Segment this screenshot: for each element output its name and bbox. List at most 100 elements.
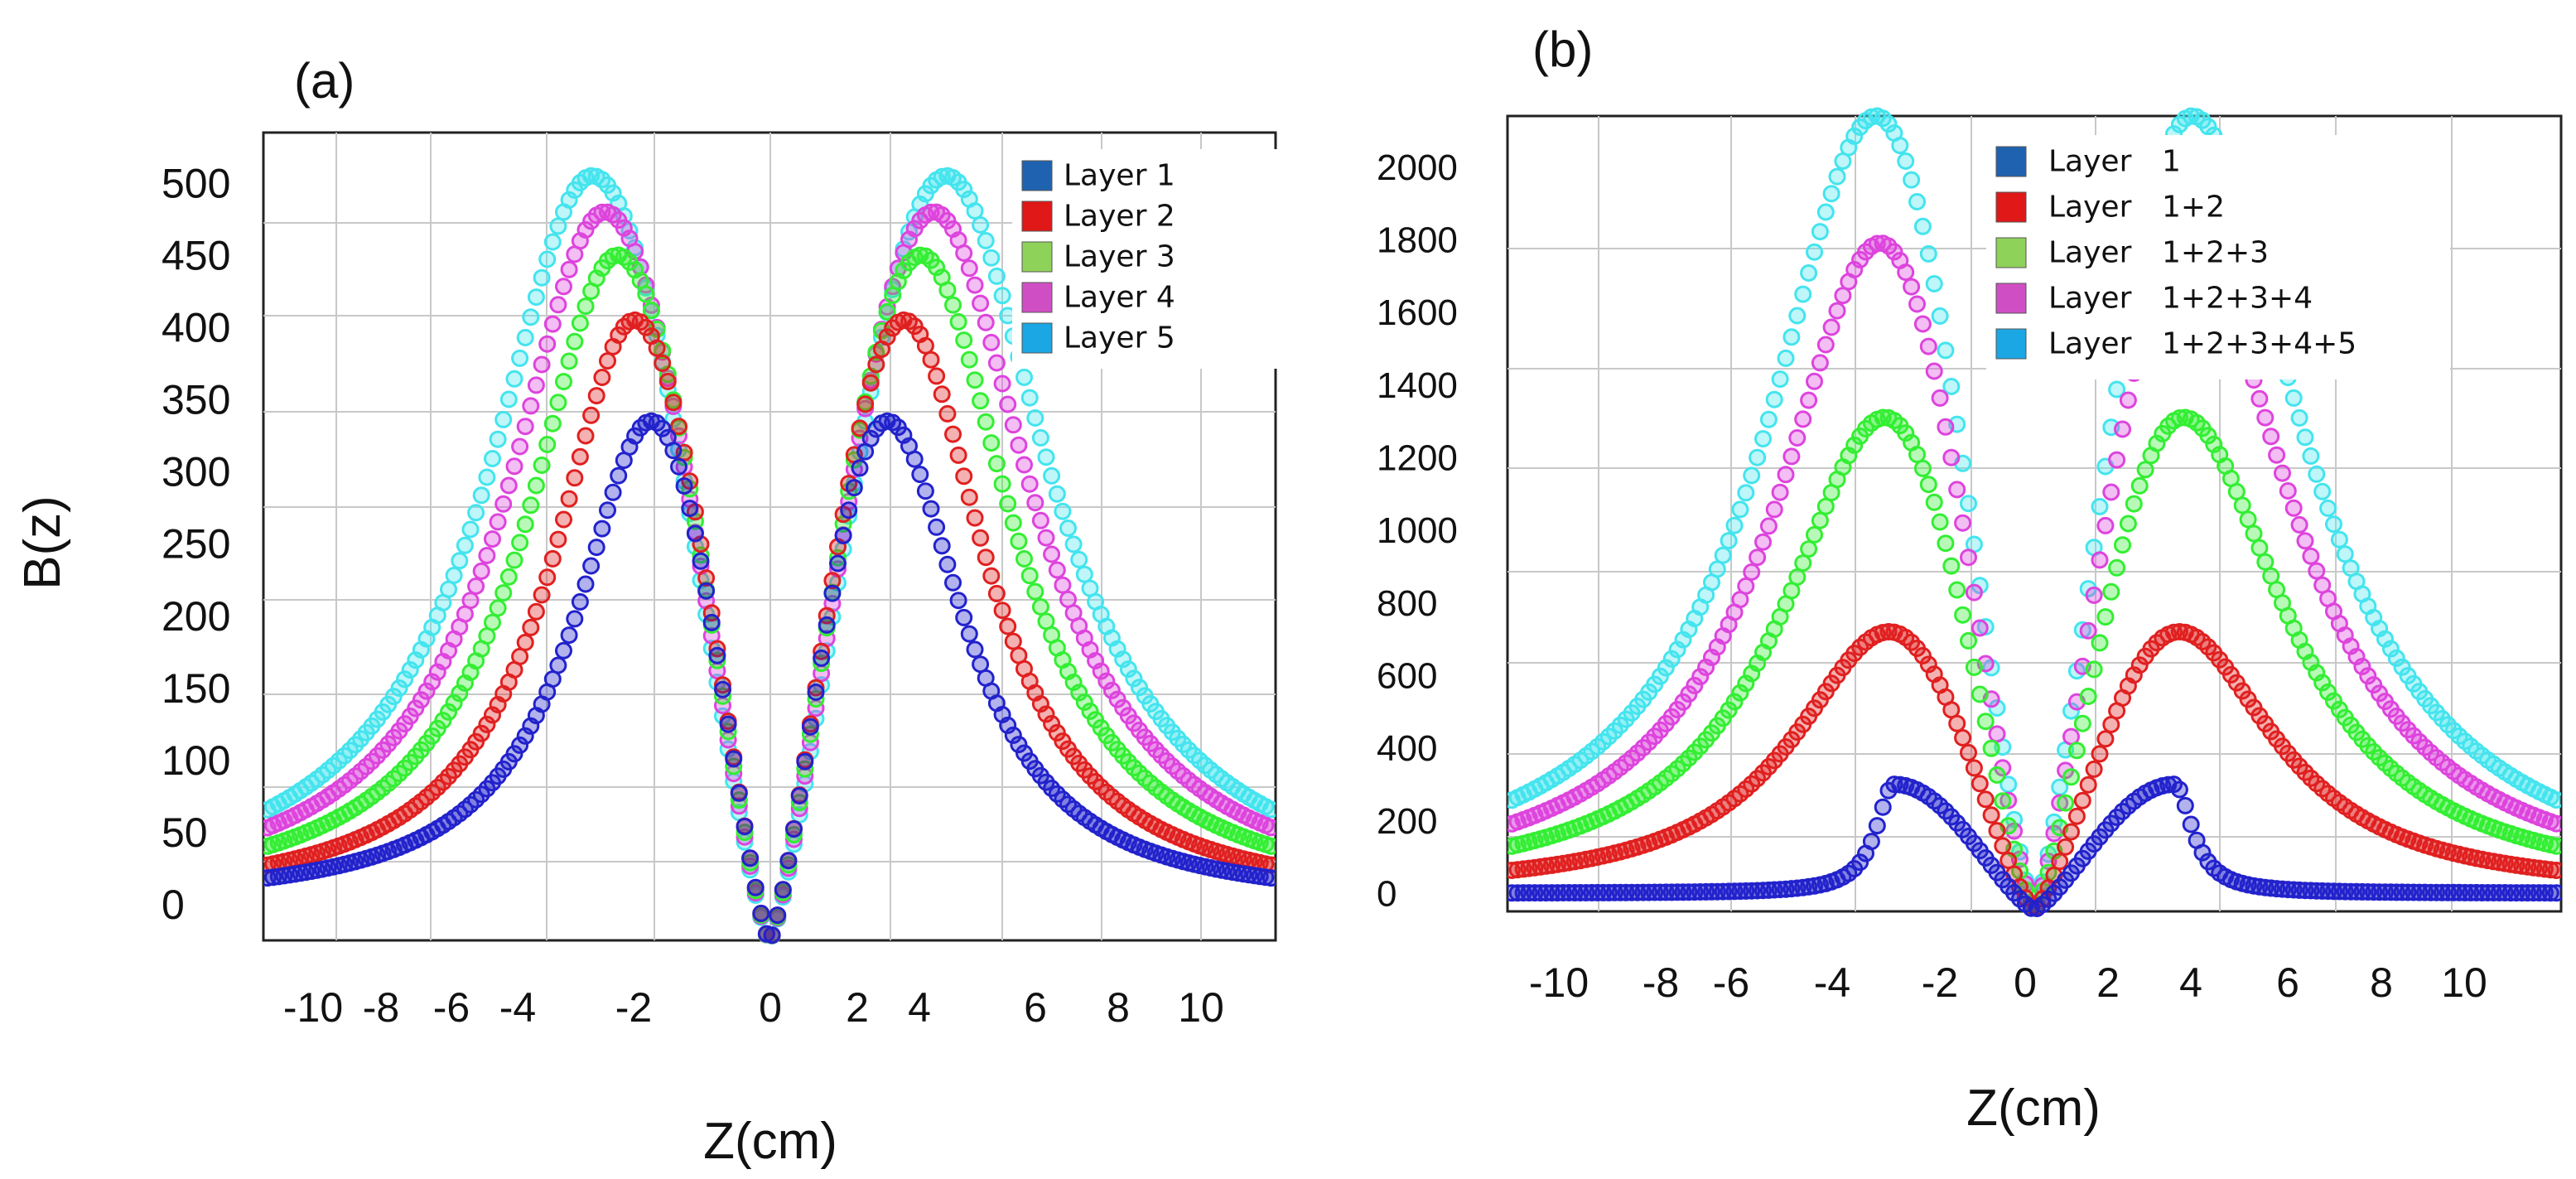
data-point: [2085, 586, 2103, 604]
data-point: [834, 526, 852, 544]
data-point: [719, 715, 737, 733]
data-point: [1942, 557, 1961, 575]
data-point: [1885, 243, 1903, 261]
data-point: [878, 302, 896, 321]
data-point: [993, 475, 1011, 493]
y-tick-label: 400: [162, 305, 230, 351]
data-point: [1759, 410, 1778, 428]
data-point: [654, 419, 672, 437]
y-tick-label: 800: [1377, 583, 1437, 624]
data-point: [1891, 137, 1909, 155]
data-point: [516, 418, 534, 436]
x-tick-label: -6: [1713, 959, 1749, 1006]
data-point: [960, 488, 978, 506]
data-point: [2062, 768, 2080, 786]
data-point: [576, 575, 595, 593]
y-tick-label: 250: [162, 521, 230, 568]
data-point: [955, 244, 973, 262]
data-point: [511, 437, 529, 456]
data-point: [938, 555, 957, 573]
data-point: [1010, 436, 1028, 454]
data-point: [1749, 448, 1767, 466]
data-point: [2067, 807, 2086, 825]
data-point: [714, 676, 731, 694]
data-point: [675, 477, 693, 495]
data-point: [938, 281, 957, 299]
data-point: [813, 649, 831, 667]
data-point: [905, 450, 924, 468]
y-tick-label: 1000: [1377, 510, 1458, 551]
data-point: [2091, 745, 2109, 763]
data-point: [2290, 408, 2308, 427]
data-point: [2091, 498, 2109, 515]
y-tick-label: 300: [162, 449, 230, 495]
x-tick-label: 4: [2179, 959, 2202, 1006]
data-point: [1075, 693, 1093, 711]
data-point: [1816, 336, 1835, 354]
data-point: [511, 736, 529, 754]
data-point: [993, 374, 1011, 393]
data-point: [560, 352, 578, 370]
x-tick-label: -8: [363, 984, 399, 1031]
data-point: [1982, 806, 2000, 824]
data-point: [587, 539, 605, 557]
data-point: [2541, 861, 2559, 879]
legend-swatch: [1995, 328, 2027, 360]
data-point: [2102, 483, 2120, 501]
legend-label: Layer 2: [1064, 200, 1175, 234]
data-point: [1125, 669, 1143, 688]
data-point: [1731, 500, 1749, 519]
series-3: [1507, 408, 2561, 915]
data-point: [1004, 416, 1022, 434]
data-point: [1651, 667, 1669, 685]
data-point: [1897, 263, 1915, 282]
data-point: [1942, 378, 1961, 395]
data-point: [555, 278, 572, 296]
data-point: [1937, 534, 1955, 553]
data-point: [1031, 598, 1049, 616]
y-tick-label: 0: [162, 882, 185, 928]
data-point: [1845, 436, 1864, 454]
data-point: [697, 569, 716, 587]
data-point: [2102, 582, 2120, 601]
data-point: [938, 404, 957, 423]
legend-swatch: [1021, 322, 1053, 354]
data-point: [1059, 519, 1077, 537]
data-point: [1806, 372, 1823, 390]
data-point: [1954, 514, 1972, 532]
data-point: [1054, 502, 1072, 520]
data-point: [725, 750, 743, 768]
data-point: [769, 906, 787, 925]
data-point: [966, 202, 984, 220]
data-point: [1026, 582, 1044, 601]
data-point: [2250, 389, 2269, 408]
data-point: [1976, 790, 1995, 809]
data-point: [977, 413, 995, 431]
data-point: [779, 852, 798, 870]
data-point: [396, 670, 414, 689]
data-point: [966, 509, 984, 527]
data-point: [845, 479, 863, 497]
x-tick-label: 8: [2370, 959, 2393, 1006]
data-point: [1771, 370, 1789, 389]
data-point: [993, 602, 1011, 620]
data-point: [571, 592, 589, 611]
data-point: [752, 904, 770, 922]
data-point: [977, 313, 995, 331]
data-point: [993, 287, 1011, 305]
data-point: [960, 259, 978, 278]
data-point: [763, 926, 781, 945]
data-point: [1828, 167, 1846, 186]
data-point: [697, 582, 716, 600]
data-point: [878, 328, 896, 346]
data-point: [1261, 869, 1276, 887]
data-point: [499, 390, 518, 408]
data-point: [494, 584, 513, 602]
data-point: [484, 530, 501, 548]
x-axis-title: Z(cm): [703, 1113, 837, 1170]
data-point: [1015, 550, 1033, 568]
data-point: [1725, 693, 1744, 711]
data-point: [1070, 684, 1088, 702]
legend-label: Layer: [2048, 327, 2132, 361]
